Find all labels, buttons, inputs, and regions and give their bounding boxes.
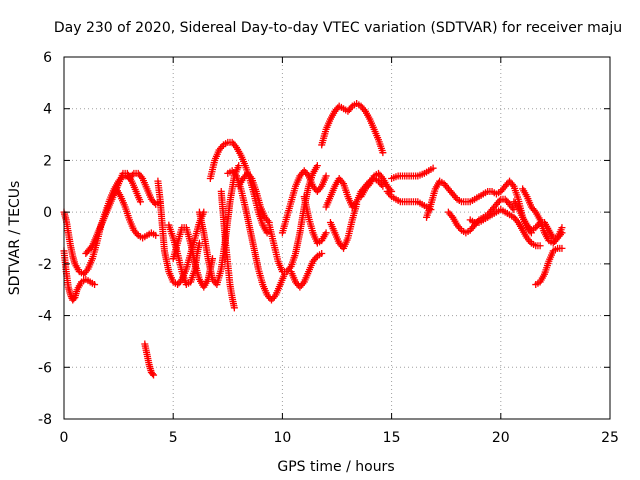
x-tick-label: 20 <box>492 430 510 446</box>
y-tick-label: 6 <box>43 50 52 66</box>
series-arc-30 <box>519 185 566 247</box>
x-axis-ticks: 0 5 10 15 20 25 <box>60 57 619 446</box>
series-arc-26 <box>444 195 518 237</box>
series-arc-10 <box>195 162 243 289</box>
data-point <box>318 250 326 258</box>
x-axis-label: GPS time / hours <box>277 459 394 475</box>
y-tick-label: 2 <box>43 153 52 169</box>
data-point <box>150 371 158 379</box>
data-point <box>322 172 330 180</box>
data-point <box>263 229 271 237</box>
series-arc-19 <box>318 100 387 157</box>
x-tick-label: 10 <box>273 430 291 446</box>
data-point <box>322 229 330 237</box>
series-arc-20 <box>322 175 387 211</box>
data-point <box>148 370 156 378</box>
y-tick-label: -8 <box>38 412 52 428</box>
chart-title: Day 230 of 2020, Sidereal Day-to-day VTE… <box>54 20 622 36</box>
series-arc-24 <box>388 164 437 183</box>
data-point <box>235 162 243 170</box>
data-point <box>313 162 321 170</box>
y-tick-label: -4 <box>38 309 52 325</box>
series-arc-3 <box>82 169 144 258</box>
series-arc-2 <box>60 247 99 304</box>
data-point <box>70 295 78 303</box>
data-point <box>429 164 437 172</box>
series-arc-4 <box>112 185 160 242</box>
series-arc-6 <box>141 340 158 379</box>
series-arc-14 <box>235 169 273 226</box>
data-point <box>152 231 160 239</box>
data-point <box>558 224 566 232</box>
y-axis-label: SDTVAR / TECUs <box>7 181 23 296</box>
x-tick-label: 5 <box>169 430 178 446</box>
series-arc-18 <box>300 193 330 247</box>
series-arc-29 <box>532 244 566 289</box>
series-arc-22 <box>357 169 396 201</box>
y-axis-ticks: -8 -6 -4 -2 0 2 4 6 <box>38 50 610 428</box>
series-arc-13 <box>224 167 289 304</box>
data-point <box>136 198 144 206</box>
y-tick-label: -2 <box>38 257 52 273</box>
data-marks <box>60 100 566 379</box>
data-point <box>353 200 361 208</box>
y-tick-label: 4 <box>43 102 52 118</box>
series-arc-17 <box>287 250 326 291</box>
data-point <box>195 239 203 247</box>
data-point <box>230 304 238 312</box>
data-point <box>91 281 99 289</box>
y-tick-label: 0 <box>43 205 52 221</box>
x-tick-label: 25 <box>601 430 619 446</box>
series-arc-27 <box>466 206 544 250</box>
data-point <box>558 244 566 252</box>
series-arc-12 <box>217 187 238 312</box>
series-arc-23 <box>383 187 435 214</box>
x-tick-label: 0 <box>60 430 69 446</box>
series-arc-7 <box>154 177 208 289</box>
series-arc-21 <box>326 200 361 252</box>
data-point <box>536 242 544 250</box>
data-point <box>379 149 387 157</box>
series-arc-1 <box>60 172 134 278</box>
y-tick-label: -6 <box>38 360 52 376</box>
grid-lines <box>64 57 610 419</box>
x-tick-label: 15 <box>383 430 401 446</box>
series-arc-16 <box>278 167 330 237</box>
plot-frame <box>63 56 611 420</box>
series-arc-28 <box>510 198 566 242</box>
